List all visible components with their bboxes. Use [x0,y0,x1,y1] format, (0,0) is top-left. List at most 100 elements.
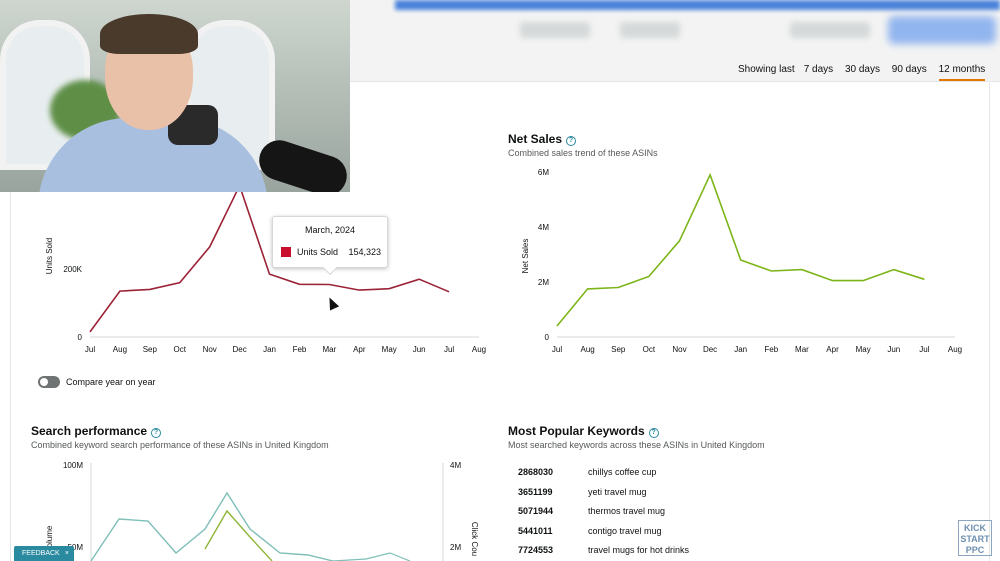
sales-x-tick: Jul [919,345,929,354]
primary-action-button[interactable] [888,16,996,44]
net-sales-title: Net Sales? [508,132,577,146]
sales-x-tick: Jun [887,345,900,354]
keyword-row: 5441011 contigo travel mug [518,526,662,536]
units-x-tick: Nov [203,345,217,354]
feedback-label: FEEDBACK [22,550,60,557]
keyword-text: contigo travel mug [588,526,662,536]
units-x-tick: Apr [353,345,366,354]
net-sales-line [556,172,925,327]
search-left-axis-label: Volume [45,525,54,552]
keyword-row: 5071944 thermos travel mug [518,506,665,516]
range-option-12m[interactable]: 12 months [938,64,986,81]
units-x-tick: Aug [113,345,127,354]
tooltip-swatch [281,247,291,257]
logo-line: PPC [965,545,985,555]
sales-y-tick: 6M [538,168,549,177]
sales-y-tick: 4M [538,223,549,232]
units-x-tick: May [382,345,397,354]
range-option-90d[interactable]: 90 days [891,64,927,75]
search-performance-subtitle: Combined keyword search performance of t… [31,440,329,450]
sales-x-tick: Jan [734,345,747,354]
sales-x-tick: Apr [826,345,839,354]
dashboard-content [10,83,990,561]
chart-tooltip: March, 2024 Units Sold 154,323 [272,216,388,276]
popular-keywords-title-text: Most Popular Keywords [508,424,645,438]
tooltip-series-label: Units Sold [297,247,339,257]
webcam-overlay [0,0,350,192]
keyword-rank: 3651199 [518,487,553,497]
info-icon[interactable]: ? [566,136,577,146]
sales-y-tick: 0 [545,333,550,342]
units-x-tick: Jun [413,345,426,354]
search-performance-title: Search performance? [31,424,162,438]
sales-y-tick: 2M [538,278,549,287]
range-option-30d[interactable]: 30 days [844,64,880,75]
toolbar-item[interactable] [790,22,870,38]
units-x-tick: Mar [322,345,336,354]
units-x-tick: Feb [293,345,307,354]
search-left-tick: 50M [67,543,83,552]
sales-x-tick: Jul [552,345,562,354]
keyword-row: 2868030 chillys coffee cup [518,467,656,477]
keyword-row: 3651199 yeti travel mug [518,487,647,497]
keyword-text: travel mugs for hot drinks [588,545,690,555]
sales-x-tick: Aug [580,345,594,354]
kickstart-ppc-logo: KICK START PPC [958,520,992,556]
search-right-axis-label: Click Cou [470,522,479,556]
toolbar-item[interactable] [620,22,680,38]
keyword-rank: 7724553 [518,545,554,555]
sales-x-tick: May [856,345,871,354]
toolbar-item[interactable] [520,22,590,38]
units-x-tick: Sep [143,345,158,354]
net-sales-y-axis-label: Net Sales [521,239,530,274]
tooltip-title: March, 2024 [304,225,356,235]
feedback-button[interactable]: FEEDBACK × [14,546,74,561]
date-range-selector: Showing last 7 days 30 days 90 days 12 mo… [738,64,994,81]
compare-year-toggle[interactable] [38,376,60,388]
date-range-prefix: Showing last [738,64,795,75]
net-sales-chart: Net Sales Jul Aug Sep Oct Nov Dec Jan Feb Mar Apr… [521,168,962,354]
microphone [254,135,350,192]
sales-x-tick: Oct [643,345,656,354]
logo-line: START [960,534,990,544]
popular-keywords-subtitle: Most searched keywords across these ASIN… [508,440,765,450]
keyword-rank: 2868030 [518,467,554,477]
keyword-text: yeti travel mug [588,487,647,497]
search-extra-line [332,552,411,561]
toggle-knob [40,378,48,386]
sales-x-tick: Dec [703,345,717,354]
search-right-tick: 2M [450,543,461,552]
info-icon[interactable]: ? [648,428,659,438]
top-progress-bar [395,0,1000,10]
units-x-tick: Jul [85,345,95,354]
keyword-rank: 5441011 [518,526,553,536]
units-y-tick: 0 [78,333,83,342]
range-option-7d[interactable]: 7 days [803,64,834,75]
sales-x-tick: Mar [795,345,809,354]
tooltip-value: 154,323 [348,247,381,257]
units-y-tick: 200K [63,265,82,274]
sales-x-tick: Feb [764,345,778,354]
sales-x-tick: Sep [611,345,626,354]
compare-year-label: Compare year on year [66,377,156,387]
info-icon[interactable]: ? [151,428,162,438]
search-performance-title-text: Search performance [31,424,148,438]
keyword-text: chillys coffee cup [588,467,657,477]
search-left-tick: 100M [63,461,83,470]
search-volume-line [90,491,334,561]
search-clicks-line [204,509,273,561]
units-sold-line [89,183,450,333]
net-sales-subtitle: Combined sales trend of these ASINs [508,148,658,158]
presenter-hair [100,14,198,54]
keyword-row: 7724553 travel mugs for hot drinks [518,545,689,555]
sales-x-tick: Nov [672,345,686,354]
units-x-tick: Aug [472,345,486,354]
close-icon[interactable]: × [64,550,69,557]
search-performance-chart: 100M 50M 4M 2M Volume Click Cou [45,461,479,561]
units-x-tick: Oct [174,345,187,354]
units-x-tick: Jan [263,345,276,354]
net-sales-title-text: Net Sales [508,132,563,146]
units-x-tick: Dec [232,345,246,354]
logo-line: KICK [964,523,986,533]
units-y-axis-label: Units Sold [45,238,54,274]
